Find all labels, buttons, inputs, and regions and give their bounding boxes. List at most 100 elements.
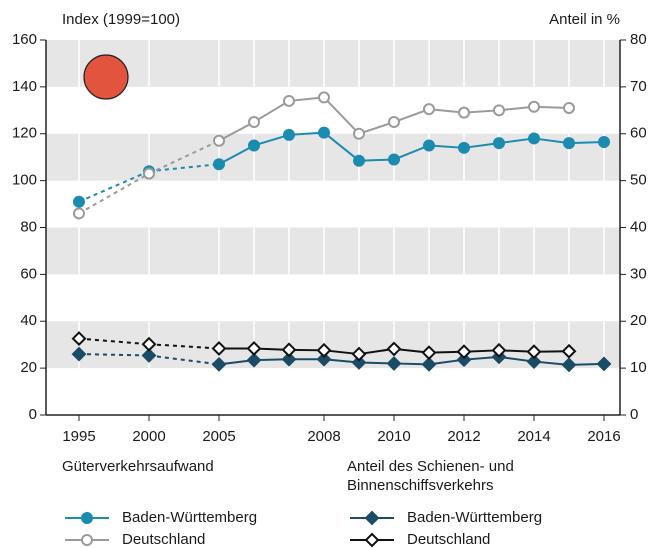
y-axis-title: Index (1999=100) <box>62 11 180 28</box>
line-segment <box>253 100 290 123</box>
y2-tick-label: 60 <box>630 125 647 142</box>
y2-tick-label: 10 <box>630 359 647 376</box>
point <box>211 356 227 372</box>
line-segment <box>393 108 430 123</box>
line-segment <box>393 144 430 161</box>
grid-band <box>46 227 620 275</box>
x-tick-label: 2016 <box>587 428 620 445</box>
legend-marker <box>364 510 380 526</box>
line-segment <box>218 121 255 142</box>
point <box>71 331 87 347</box>
point <box>248 139 260 152</box>
series <box>71 331 577 362</box>
point <box>71 346 87 362</box>
point <box>283 94 295 107</box>
point <box>246 341 262 356</box>
point <box>423 139 435 152</box>
point <box>353 127 365 140</box>
point <box>493 104 505 117</box>
y-tick-label: 120 <box>12 125 37 142</box>
line-segment <box>78 337 150 346</box>
line-segment <box>218 144 255 166</box>
legend-title: Anteil des Schienen- und Binnenschiffsve… <box>347 458 514 494</box>
point <box>528 132 540 145</box>
point <box>388 116 400 129</box>
line-segment <box>78 172 150 215</box>
y-tick-label: 100 <box>12 172 37 189</box>
point <box>318 126 330 139</box>
point <box>528 100 540 113</box>
legend-label: Baden-Württemberg <box>122 509 257 526</box>
x-tick-label: 2005 <box>202 428 235 445</box>
x-tick-label: 2014 <box>517 428 550 445</box>
point <box>213 158 225 171</box>
point <box>73 195 85 208</box>
point <box>458 106 470 119</box>
legend-label: Baden-Württemberg <box>407 509 542 526</box>
point <box>213 134 225 147</box>
legend-label: Deutschland <box>122 531 205 548</box>
point <box>598 135 610 148</box>
series <box>73 91 575 220</box>
point <box>563 101 575 114</box>
point <box>456 344 472 360</box>
point <box>246 352 262 368</box>
point <box>316 351 332 367</box>
point <box>491 342 507 358</box>
legend-marker <box>81 534 93 546</box>
point <box>386 341 402 357</box>
point <box>316 342 332 358</box>
line-segment <box>78 353 150 357</box>
y2-axis-title: Anteil in % <box>549 11 620 28</box>
legend-title: Güterverkehrsaufwand <box>62 458 214 475</box>
point <box>211 341 227 356</box>
point <box>386 356 402 371</box>
x-tick-label: 2010 <box>377 428 410 445</box>
y2-tick-label: 0 <box>630 406 638 423</box>
y2-tick-label: 20 <box>630 312 647 329</box>
x-tick-label: 2000 <box>132 428 165 445</box>
point <box>456 352 472 368</box>
grid-band <box>46 40 620 87</box>
y2-tick-label: 70 <box>630 78 647 95</box>
y-tick-label: 60 <box>20 265 37 282</box>
x-tick-label: 1995 <box>62 428 95 445</box>
y2-tick-label: 80 <box>630 31 647 48</box>
point <box>388 153 400 166</box>
grid-band <box>46 133 620 181</box>
line-segment <box>148 139 220 175</box>
y2-tick-label: 30 <box>630 265 647 282</box>
y-tick-label: 20 <box>20 359 37 376</box>
point <box>141 336 157 352</box>
line-segment <box>323 131 360 162</box>
legend-marker <box>364 532 380 548</box>
legend-label: Deutschland <box>407 531 490 548</box>
y-tick-label: 140 <box>12 78 37 95</box>
y2-tick-label: 40 <box>630 218 647 235</box>
line-segment <box>148 163 220 173</box>
line-segment <box>358 121 395 135</box>
point <box>283 128 295 141</box>
point <box>421 356 437 372</box>
line-segment <box>323 96 360 135</box>
y2-tick-label: 50 <box>630 172 647 189</box>
point <box>281 342 297 358</box>
point <box>318 91 330 104</box>
point <box>248 116 260 129</box>
y-tick-label: 0 <box>29 406 37 423</box>
decor-circle <box>83 54 129 100</box>
point <box>561 357 577 373</box>
line-segment <box>253 133 290 147</box>
point <box>596 356 612 372</box>
point <box>458 141 470 154</box>
point <box>351 355 367 370</box>
point <box>563 137 575 150</box>
legend-marker <box>81 512 93 524</box>
line-segment <box>148 354 220 366</box>
point <box>423 103 435 116</box>
y-tick-label: 80 <box>20 218 37 235</box>
y-tick-label: 40 <box>20 312 37 329</box>
point <box>281 351 297 367</box>
